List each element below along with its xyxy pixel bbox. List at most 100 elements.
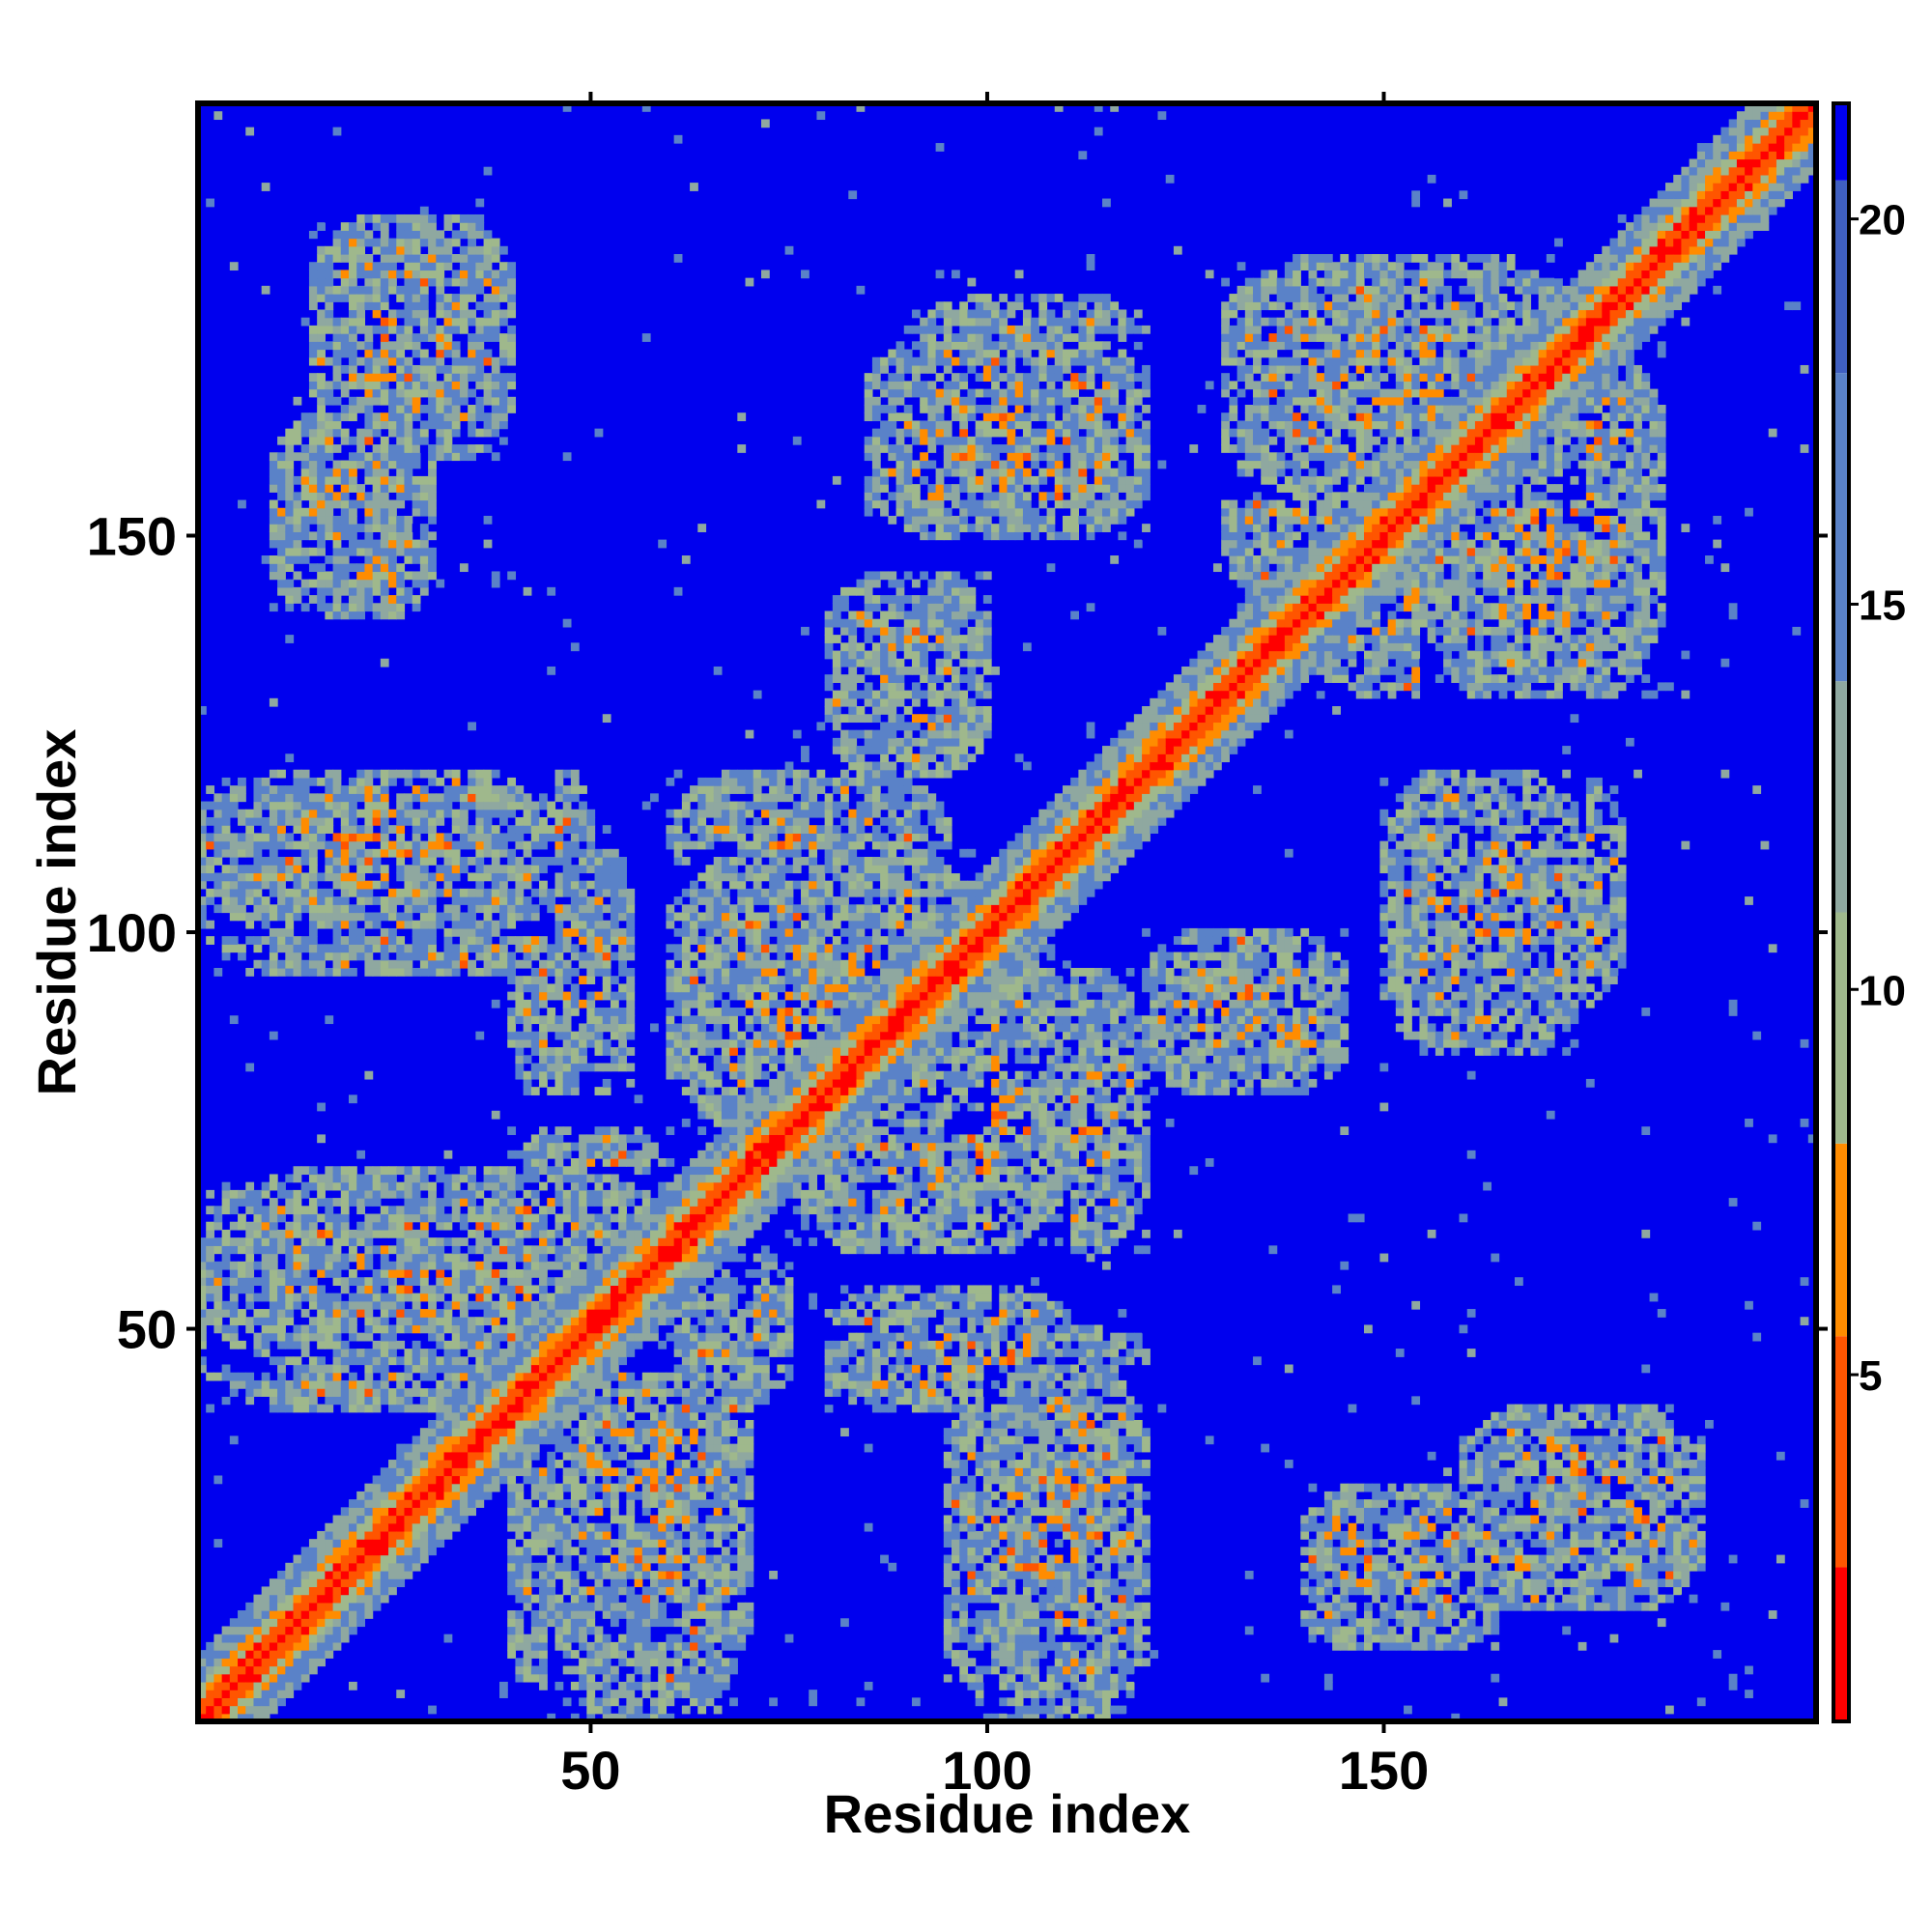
heatmap-cell	[300, 1340, 310, 1350]
heatmap-cell	[634, 1221, 643, 1231]
heatmap-cell	[238, 1673, 246, 1683]
heatmap-cell	[594, 848, 604, 858]
heatmap-cell	[515, 880, 525, 890]
heatmap-cell	[618, 1198, 627, 1207]
heatmap-cell	[451, 944, 461, 953]
heatmap-cell	[658, 1435, 668, 1445]
heatmap-cell	[412, 769, 421, 779]
heatmap-cell	[269, 1578, 278, 1588]
heatmap-cell	[396, 412, 406, 422]
heatmap-cell	[419, 213, 429, 223]
heatmap-cell	[507, 1293, 517, 1302]
heatmap-cell	[436, 1317, 445, 1326]
heatmap-cell	[285, 952, 295, 961]
heatmap-cell	[579, 1134, 587, 1144]
heatmap-cell	[269, 1181, 278, 1191]
heatmap-cell	[428, 254, 437, 263]
heatmap-cell	[570, 825, 580, 834]
heatmap-cell	[641, 1404, 651, 1413]
heatmap-cell	[451, 405, 461, 413]
heatmap-cell	[300, 492, 310, 501]
heatmap-cell	[285, 865, 295, 874]
heatmap-cell	[523, 880, 532, 890]
heatmap-cell	[428, 571, 437, 581]
heatmap-cell	[641, 1253, 651, 1263]
heatmap-cell	[325, 1213, 334, 1223]
heatmap-cell	[412, 1530, 421, 1540]
heatmap-cell	[459, 1404, 469, 1413]
heatmap-cell	[523, 840, 532, 850]
heatmap-cell	[428, 833, 437, 842]
heatmap-cell	[602, 1650, 611, 1659]
heatmap-cell	[419, 1356, 429, 1366]
heatmap-cell	[364, 285, 374, 295]
heatmap-cell	[340, 1166, 350, 1176]
heatmap-cell	[641, 1206, 651, 1215]
heatmap-cell	[364, 1213, 374, 1223]
heatmap-cell	[443, 912, 453, 922]
heatmap-cell	[428, 1189, 437, 1199]
heatmap-cell	[388, 888, 397, 897]
heatmap-cell	[515, 1372, 525, 1381]
heatmap-cell	[388, 1293, 397, 1302]
heatmap-cell	[340, 571, 350, 581]
heatmap-cell	[586, 1324, 596, 1334]
heatmap-cell	[293, 1650, 302, 1659]
heatmap-cell	[388, 388, 397, 398]
heatmap-cell	[570, 793, 580, 803]
heatmap-cell	[483, 356, 493, 366]
heatmap-cell	[277, 1213, 286, 1223]
heatmap-cell	[586, 1158, 596, 1167]
heatmap-cell	[372, 1285, 382, 1294]
heatmap-cell	[349, 341, 357, 351]
heatmap-cell	[602, 944, 611, 953]
heatmap-cell	[562, 1634, 572, 1643]
heatmap-cell	[459, 1443, 469, 1453]
heatmap-cell	[396, 1690, 406, 1698]
heatmap-cell	[419, 444, 429, 453]
heatmap-cell	[507, 1198, 517, 1207]
heatmap-cell	[396, 1404, 406, 1413]
heatmap-cell	[443, 952, 453, 961]
heatmap-cell	[610, 1245, 619, 1255]
heatmap-cell	[308, 952, 318, 961]
heatmap-cell	[436, 1285, 445, 1294]
heatmap-cell	[364, 865, 374, 874]
heatmap-cell	[380, 769, 389, 779]
heatmap-cell	[396, 452, 406, 462]
heatmap-cell	[523, 1261, 532, 1270]
heatmap-cell	[293, 1253, 302, 1263]
heatmap-cell	[579, 888, 587, 897]
heatmap-cell	[253, 888, 263, 897]
heatmap-cell	[404, 1530, 413, 1540]
heatmap-cell	[372, 1554, 382, 1564]
heatmap-cell	[610, 1047, 619, 1056]
heatmap-cell	[579, 1522, 587, 1532]
heatmap-cell	[459, 840, 469, 850]
heatmap-cell	[261, 1697, 270, 1707]
heatmap-cell	[586, 1023, 596, 1033]
heatmap-cell	[221, 1697, 231, 1707]
heatmap-cell	[586, 1031, 596, 1040]
heatmap-cell	[372, 1174, 382, 1183]
heatmap-cell	[317, 959, 326, 969]
heatmap-cell	[380, 603, 389, 612]
heatmap-cell	[562, 1602, 572, 1611]
heatmap-cell	[396, 1443, 406, 1453]
heatmap-cell	[515, 944, 525, 953]
heatmap-cell	[364, 1166, 374, 1176]
heatmap-cell	[293, 1372, 302, 1381]
heatmap-cell	[340, 579, 350, 588]
heatmap-cell	[285, 1404, 295, 1413]
heatmap-cell	[419, 1475, 429, 1485]
heatmap-cell	[332, 1586, 342, 1596]
heatmap-cell	[626, 1285, 636, 1294]
heatmap-cell	[570, 1206, 580, 1215]
heatmap-cell	[499, 1268, 508, 1278]
heatmap-cell	[364, 507, 374, 517]
heatmap-cell	[483, 833, 493, 842]
heatmap-cell	[253, 801, 263, 810]
heatmap-cell	[468, 1229, 476, 1238]
heatmap-cell	[317, 475, 326, 485]
heatmap-cell	[634, 1467, 643, 1477]
